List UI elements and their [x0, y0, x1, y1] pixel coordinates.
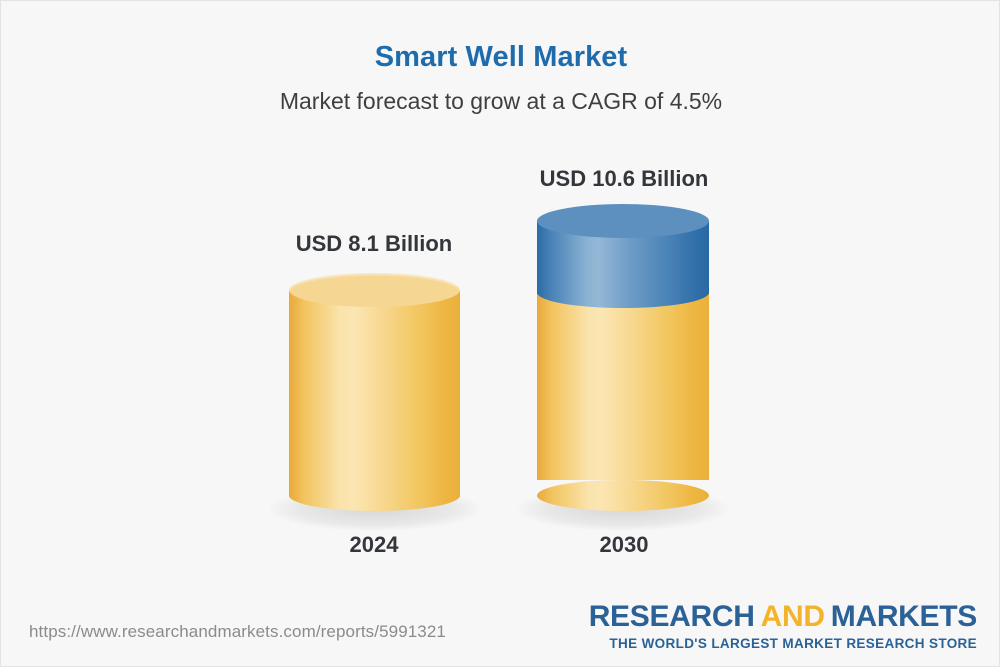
cylinder-bottom-cap-2024: [289, 480, 460, 511]
cylinder-body-2024: [289, 290, 460, 497]
logo-text-research: RESEARCH: [588, 600, 755, 633]
cylinder-top-cap-2024: [289, 273, 460, 307]
chart-title: Smart Well Market: [374, 41, 628, 73]
cylinder-segment-divider-2030: [537, 277, 709, 308]
research-and-markets-logo[interactable]: RESEARCH AND MARKETS THE WORLD'S LARGEST M…: [588, 600, 978, 652]
data-label-2030: USD 10.6 Billion: [539, 166, 709, 191]
category-label-2030: 2030: [599, 532, 649, 557]
logo-text-and: AND: [760, 600, 825, 633]
cylinder-top-cap-2030: [537, 204, 709, 238]
logo-tagline: THE WORLD'S LARGEST MARKET RESEARCH STOR…: [609, 636, 977, 651]
bar-cylinder-2030[interactable]: [537, 204, 709, 511]
source-url[interactable]: https://www.researchandmarkets.com/repor…: [29, 622, 446, 641]
cylinder-bottom-cap-2030: [537, 480, 709, 511]
data-label-2024: USD 8.1 Billion: [295, 231, 453, 256]
chart-subtitle: Market forecast to grow at a CAGR of 4.5…: [279, 88, 723, 114]
category-label-2024: 2024: [349, 532, 399, 557]
bar-cylinder-2024[interactable]: [289, 273, 460, 511]
logo-wordmark: RESEARCH AND MARKETS: [588, 600, 978, 633]
logo-text-markets: MARKETS: [830, 600, 978, 633]
cylinder-body-gold-2030: [537, 292, 709, 480]
